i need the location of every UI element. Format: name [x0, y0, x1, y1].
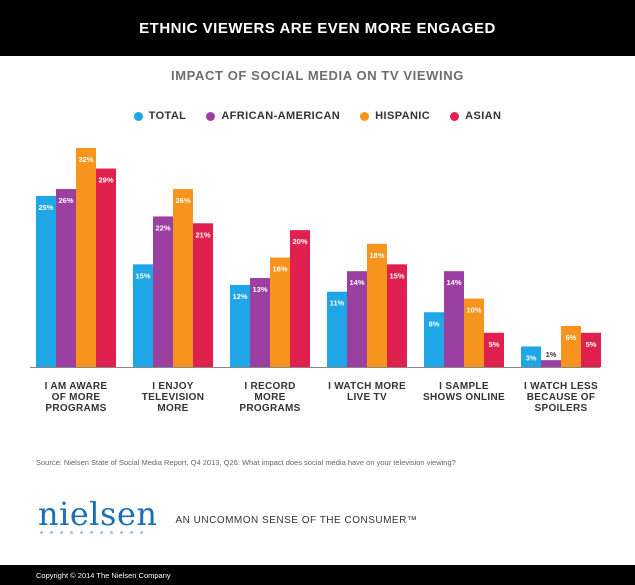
legend-item-total: TOTAL — [133, 110, 187, 122]
bar-african-american-4 — [444, 271, 464, 367]
data-label: 5% — [586, 340, 597, 349]
data-label: 21% — [195, 230, 210, 239]
bar-total-4 — [424, 312, 444, 367]
data-label: 14% — [349, 278, 364, 287]
bar-total-5 — [521, 346, 541, 367]
category-label-line: I WATCH LESS — [524, 381, 598, 392]
category-label-line: LIVE TV — [347, 392, 387, 403]
category-label: I WATCH MORE LIVE TV — [317, 381, 417, 403]
bar-asian-4 — [484, 332, 504, 367]
brand-block: nielsen AN UNCOMMON SENSE OF THE CONSUME… — [38, 498, 417, 530]
data-label: 32% — [78, 155, 93, 164]
data-label: 18% — [369, 251, 384, 260]
data-label: 11% — [330, 299, 345, 308]
bar-hispanic-4 — [464, 298, 484, 367]
bar-african-american-5 — [541, 360, 561, 367]
legend-swatch — [133, 111, 143, 121]
bar-african-american-0 — [56, 189, 76, 367]
bar-total-1 — [133, 264, 153, 367]
bar-hispanic-5 — [561, 325, 581, 367]
legend-item-african-american: AFRICAN-AMERICAN — [206, 110, 340, 122]
data-label: 25% — [38, 203, 53, 212]
category-label-line: SPOILERS — [534, 403, 588, 414]
bar-total-0 — [36, 195, 56, 367]
bar-total-2 — [230, 284, 250, 367]
footer-bar: Copyright © 2014 The Nielsen Company — [0, 565, 635, 585]
nielsen-logo: nielsen — [38, 495, 158, 533]
category-label-line: BECAUSE OF — [526, 392, 596, 403]
bar-african-american-3 — [347, 271, 367, 367]
legend-label: HISPANIC — [375, 110, 431, 122]
legend-label: AFRICAN-AMERICAN — [221, 110, 341, 122]
data-label: 1% — [546, 350, 557, 359]
data-label: 26% — [58, 196, 73, 205]
category-label-line: I SAMPLE — [439, 381, 489, 392]
bar-hispanic-2 — [270, 257, 290, 367]
data-label: 22% — [155, 223, 170, 232]
bar-hispanic-3 — [367, 243, 387, 367]
category-label-line: PROGRAMS — [45, 403, 107, 414]
bar-hispanic-0 — [76, 148, 96, 367]
category-label: I WATCH LESS BECAUSE OF SPOILERS — [511, 381, 611, 414]
bar-asian-5 — [581, 332, 601, 367]
category-label-line: OF MORE — [51, 392, 101, 403]
data-label: 5% — [489, 340, 500, 349]
data-label: 16% — [272, 265, 287, 274]
category-label-line: I WATCH MORE — [328, 381, 406, 392]
data-label: 14% — [446, 278, 461, 287]
data-label: 15% — [389, 271, 404, 280]
data-label: 6% — [566, 333, 577, 342]
category-label-line: MORE — [254, 392, 286, 403]
category-label-line: I AM AWARE — [44, 381, 108, 392]
category-label: I AM AWARE OF MORE PROGRAMS — [26, 381, 126, 414]
bar-total-3 — [327, 291, 347, 367]
category-label: I SAMPLE SHOWS ONLINE — [414, 381, 514, 403]
tagline: AN UNCOMMON SENSE OF THE CONSUMER™ — [175, 515, 418, 526]
data-label: 3% — [526, 353, 537, 362]
data-label: 13% — [252, 285, 267, 294]
data-label: 20% — [292, 237, 307, 246]
bar-asian-0 — [96, 168, 116, 367]
source-note: Source: Nielsen State of Social Media Re… — [36, 458, 456, 467]
legend-swatch — [450, 111, 460, 121]
category-label-line: MORE — [157, 403, 189, 414]
bar-hispanic-1 — [173, 189, 193, 367]
category-label-line: TELEVISION — [141, 392, 205, 403]
data-label: 15% — [135, 271, 150, 280]
legend-swatch — [360, 111, 370, 121]
bar-asian-2 — [290, 230, 310, 367]
logo-dots — [40, 531, 143, 534]
legend-label: TOTAL — [148, 110, 187, 122]
category-label: I ENJOY TELEVISION MORE — [123, 381, 223, 414]
bar-african-american-1 — [153, 216, 173, 367]
data-label: 29% — [98, 176, 113, 185]
category-label: I RECORD MORE PROGRAMS — [220, 381, 320, 414]
data-label: 12% — [232, 292, 247, 301]
category-label-line: I ENJOY — [152, 381, 194, 392]
legend-item-hispanic: HISPANIC — [360, 110, 430, 122]
category-label-line: SHOWS ONLINE — [423, 392, 505, 403]
data-label: 10% — [466, 306, 481, 315]
bar-african-american-2 — [250, 278, 270, 367]
chart-title: IMPACT OF SOCIAL MEDIA ON TV VIEWING — [171, 68, 464, 83]
legend-label: ASIAN — [465, 110, 502, 122]
legend-swatch — [206, 111, 216, 121]
bar-asian-1 — [193, 223, 213, 367]
copyright: Copyright © 2014 The Nielsen Company — [36, 570, 171, 580]
top-banner: ETHNIC VIEWERS ARE EVEN MORE ENGAGED — [0, 0, 635, 56]
data-label: 26% — [175, 196, 190, 205]
category-label-line: I RECORD — [244, 381, 296, 392]
banner-title: ETHNIC VIEWERS ARE EVEN MORE ENGAGED — [139, 19, 496, 37]
chart-legend: TOTAL AFRICAN-AMERICAN HISPANIC ASIAN — [0, 110, 635, 122]
category-label-line: PROGRAMS — [239, 403, 301, 414]
legend-item-asian: ASIAN — [450, 110, 501, 122]
data-label: 8% — [429, 319, 440, 328]
bar-asian-3 — [387, 264, 407, 367]
